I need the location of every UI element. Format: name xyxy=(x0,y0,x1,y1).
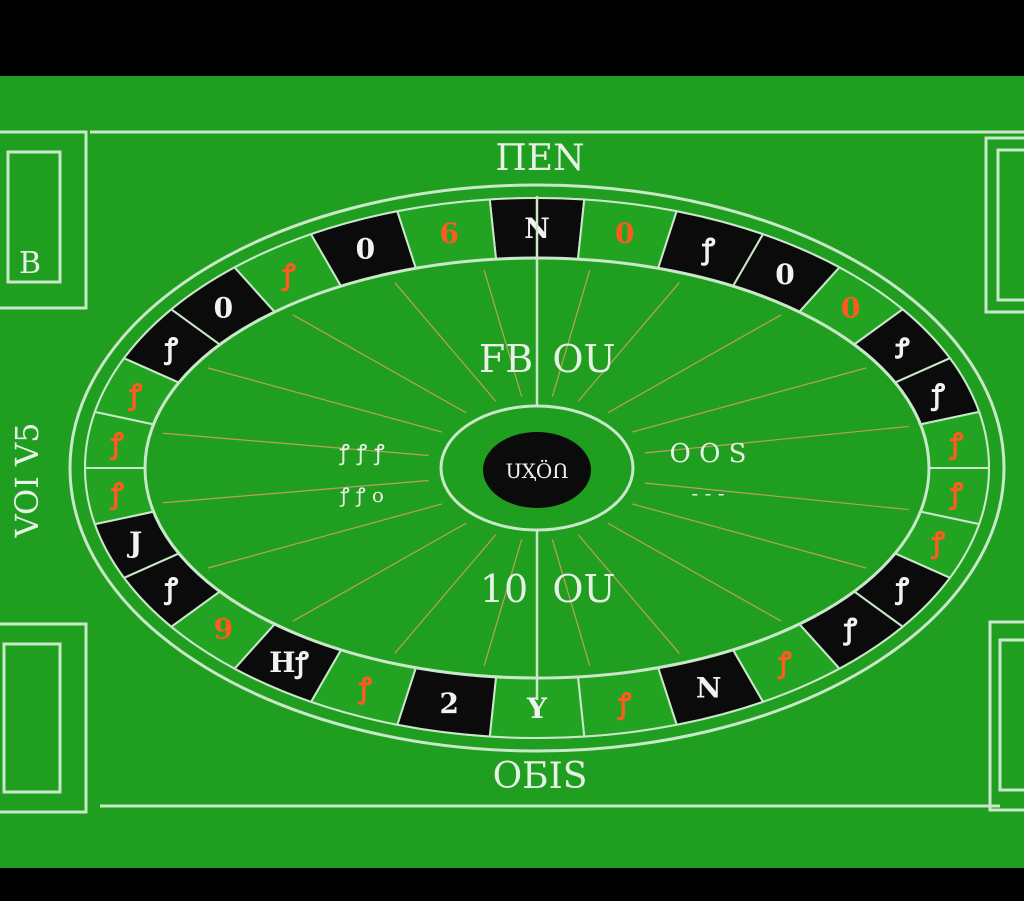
inner-label-left-row1: ꝭ ꝭ ꝭ xyxy=(338,441,385,466)
wheel-pocket-label: N xyxy=(696,671,722,704)
left-top-box-label: B xyxy=(19,246,41,281)
wheel-pocket-label: ꝭ xyxy=(164,332,179,366)
wheel-pocket-label: Y xyxy=(526,692,548,725)
wheel-pocket-label: 0 xyxy=(214,291,233,324)
wheel-pocket-label: 0 xyxy=(615,217,634,250)
wheel-pocket-label: ꝭ xyxy=(617,687,632,721)
inner-label-right-row2: - - - xyxy=(692,481,725,505)
wheel-pocket-label: ꝭ xyxy=(931,378,946,412)
wheel-pocket-label: ꝭ xyxy=(895,572,910,606)
wheel-pocket-label: 0 xyxy=(356,233,375,266)
corner-box-top-right-inner xyxy=(996,148,1024,302)
wheel-pocket-label: ꝭ xyxy=(358,671,373,705)
wheel-pocket-label: ꝭ xyxy=(281,258,296,292)
inner-label-lower-left: 10 xyxy=(480,567,528,611)
inner-label-left-row2: ꝭ ꝭ o xyxy=(339,483,384,507)
wheel-spokes xyxy=(162,269,909,667)
wheel-spoke xyxy=(632,503,867,569)
wheel-spoke xyxy=(394,282,497,402)
inner-label-right-row1: O O S xyxy=(670,439,747,469)
bottom-black-bar xyxy=(0,868,1024,901)
wheel-outer-ring xyxy=(68,183,1006,753)
wheel-pocket-label: ꝭ xyxy=(931,526,946,560)
wheel-pocket-label: 0 xyxy=(841,291,860,324)
wheel-spoke xyxy=(394,534,497,654)
corner-box-top-left-inner xyxy=(6,150,62,284)
wheel-spoke xyxy=(162,432,429,457)
wheel-pocket-label: 6 xyxy=(440,217,459,250)
wheel-spoke xyxy=(551,539,591,667)
wheel-pocket-label: ꝭ xyxy=(949,477,964,511)
wheel-spoke xyxy=(292,314,467,414)
wheel-pocket-label: ꝭ xyxy=(110,477,125,511)
left-side-label: VOI V5 xyxy=(8,422,46,538)
inner-label-upper-right: OU xyxy=(552,337,615,381)
hub-label: ՍҲÖՈ xyxy=(506,458,569,483)
corner-box-top-right[interactable] xyxy=(984,136,1024,314)
inner-label-lower-right: OU xyxy=(552,567,615,611)
wheel-spoke xyxy=(607,314,782,414)
corner-box-bottom-right[interactable] xyxy=(988,620,1024,812)
wheel-pocket-label: 0 xyxy=(775,258,794,291)
top-label: ΠΕΝ xyxy=(495,138,584,179)
wheel-pocket-label: ꝭ xyxy=(128,378,143,412)
wheel-pocket-label: Ꝭ xyxy=(894,332,910,365)
wheel-pocket-label: Hꝭ xyxy=(269,646,309,680)
wheel-spoke xyxy=(483,269,523,397)
wheel-spoke xyxy=(551,269,591,397)
wheel-spoke xyxy=(632,367,867,433)
bottom-label: OБIS xyxy=(493,756,588,797)
hub-center[interactable] xyxy=(483,432,591,508)
wheel-pocket-label: ꝭ xyxy=(949,427,964,461)
wheel-spoke xyxy=(292,522,467,622)
wheel-pocket-label: ꝭ xyxy=(164,572,179,606)
corner-box-bottom-left-inner xyxy=(2,642,62,794)
wheel-spoke xyxy=(644,425,909,454)
corner-box-top-left[interactable] xyxy=(0,130,88,310)
wheel-spoke xyxy=(207,367,442,433)
wheel-pocket-label: ꝭ xyxy=(701,233,716,267)
wheel-spoke xyxy=(483,539,523,667)
wheel-spoke xyxy=(207,503,442,569)
table-border-lines xyxy=(90,130,1024,808)
wheel-pocket-label: ꝭ xyxy=(110,427,125,461)
corner-box-bottom-left[interactable] xyxy=(0,622,88,814)
wheel-pocket-label: ꝭ xyxy=(777,646,792,680)
wheel-spoke xyxy=(577,282,680,402)
wheel-pocket-label: J xyxy=(126,526,142,559)
wheel-spoke xyxy=(644,482,909,511)
wheel-spoke xyxy=(607,522,782,622)
corner-box-bottom-right-inner xyxy=(998,638,1024,792)
wheel-pocket-label: 2 xyxy=(440,687,459,720)
wheel-pocket-label: 9 xyxy=(214,613,233,646)
wheel-spoke xyxy=(162,479,429,504)
wheel-pocket-label: ꝭ xyxy=(843,613,858,647)
top-black-bar xyxy=(0,0,1024,76)
inner-label-upper-left: FB xyxy=(479,337,533,381)
wheel-spoke xyxy=(577,534,680,654)
